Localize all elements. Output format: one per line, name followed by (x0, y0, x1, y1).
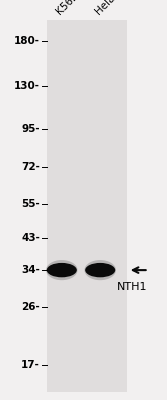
Text: 180-: 180- (14, 36, 40, 46)
Ellipse shape (84, 260, 116, 280)
Ellipse shape (85, 263, 115, 277)
Text: K562: K562 (55, 0, 81, 16)
Text: NTH1: NTH1 (116, 282, 147, 292)
Text: 34-: 34- (21, 265, 40, 275)
Bar (47, 20, 127, 392)
Text: 17-: 17- (21, 360, 40, 370)
Text: 43-: 43- (21, 233, 40, 243)
Text: 95-: 95- (21, 124, 40, 134)
Text: 26-: 26- (21, 302, 40, 312)
Text: 55-: 55- (21, 199, 40, 209)
Ellipse shape (47, 263, 77, 277)
Text: 130-: 130- (14, 81, 40, 91)
Text: 72-: 72- (21, 162, 40, 172)
Ellipse shape (46, 260, 77, 280)
Text: Hela: Hela (93, 0, 117, 16)
